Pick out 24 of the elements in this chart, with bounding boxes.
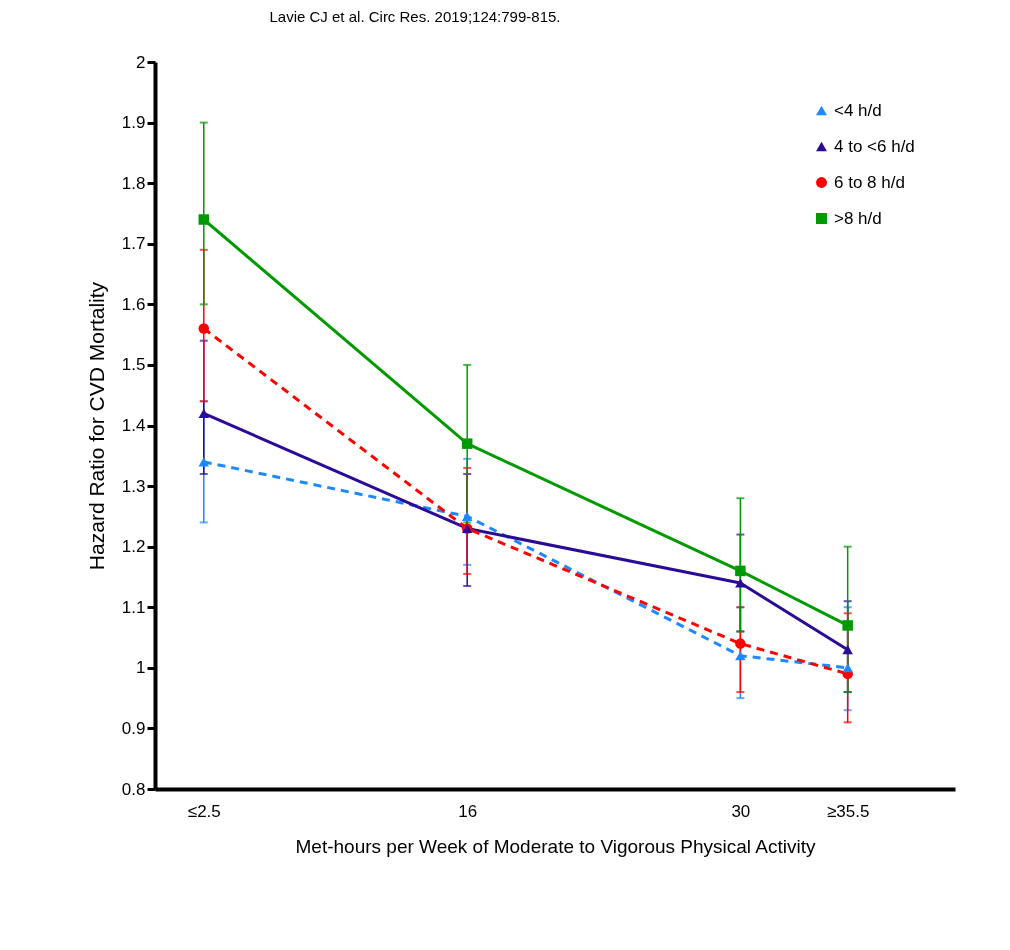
y-tick-label: 1.3	[121, 476, 146, 496]
x-axis-title: Met-hours per Week of Moderate to Vigorous Physical Activity	[295, 835, 816, 857]
legend-label: >8 h/d	[834, 208, 882, 228]
x-tick-label: ≥35.5	[826, 801, 870, 821]
y-tick-label: 1.2	[121, 537, 146, 557]
y-tick-label: 1.9	[121, 113, 146, 133]
y-tick-label: 1.1	[121, 597, 146, 617]
x-tick-label: ≤2.5	[187, 801, 221, 821]
y-tick-label: 1.5	[121, 355, 146, 375]
x-tick-label: 30	[731, 801, 751, 821]
y-tick-label: 1.8	[121, 173, 146, 193]
x-tick-label: 16	[458, 801, 478, 821]
legend-label: 6 to 8 h/d	[834, 172, 905, 192]
y-tick-label: 0.9	[121, 718, 146, 738]
y-tick-label: 0.8	[121, 779, 146, 799]
text: Lavie CJ et al. Circ Res. 2019;124:799-815.	[269, 8, 561, 25]
legend-label: <4 h/d	[834, 100, 882, 120]
y-axis-title: Hazard Ratio for CVD Mortality	[84, 281, 108, 571]
y-tick-label: 1.6	[121, 294, 146, 314]
y-tick-label: 1.4	[121, 416, 146, 435]
legend-label: 4 to <6 h/d	[834, 136, 915, 156]
y-tick-label: 1	[136, 658, 146, 678]
y-tick-label: 1.7	[121, 234, 146, 254]
y-tick-label: 2	[136, 52, 146, 72]
